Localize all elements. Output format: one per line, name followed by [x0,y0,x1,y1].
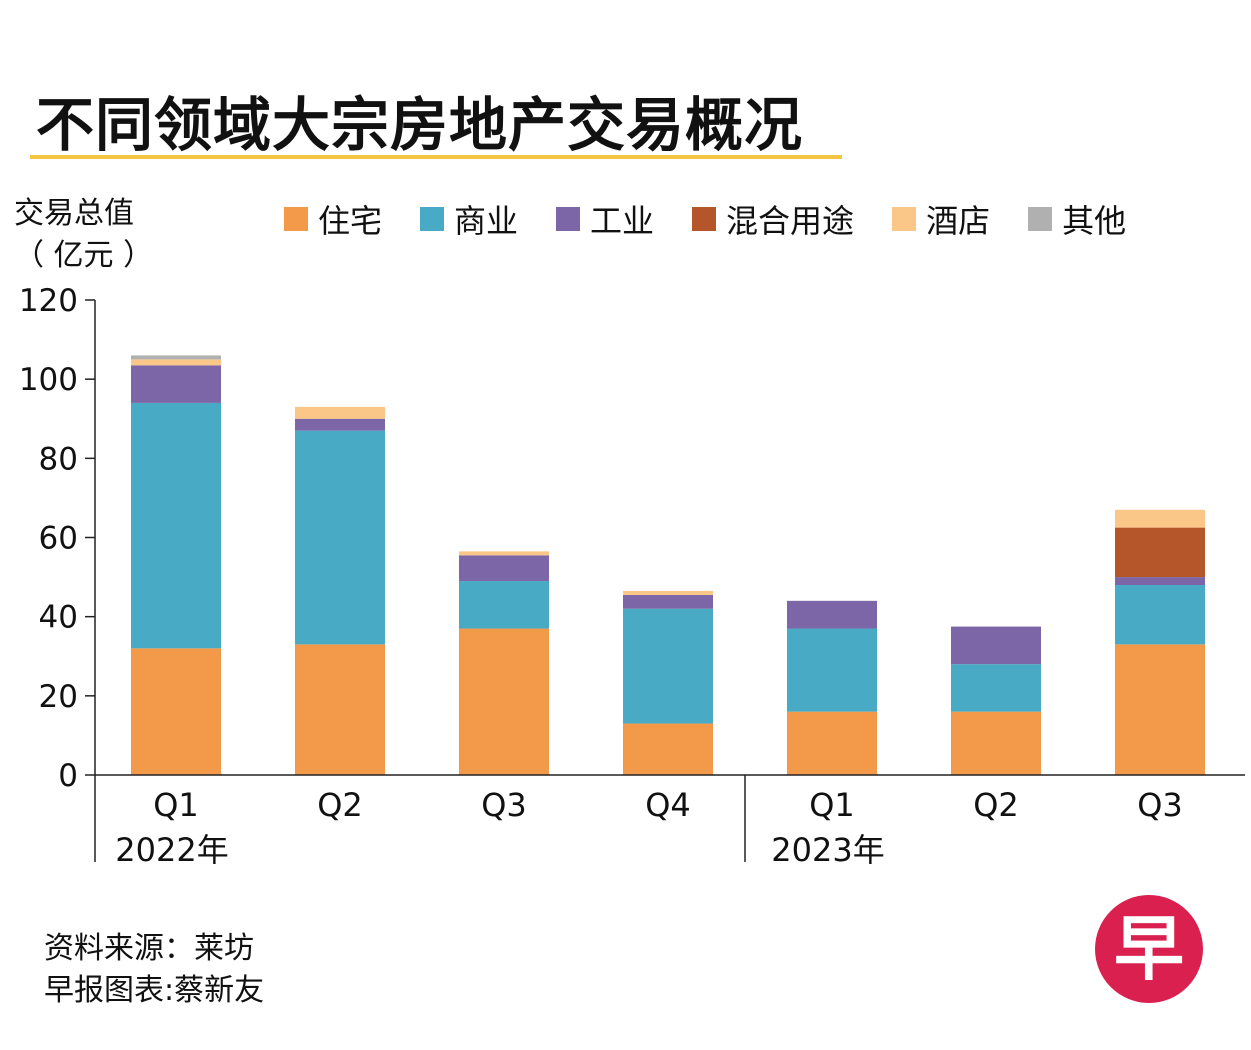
x-tick-label: Q3 [1137,786,1183,824]
source-line: 资料来源：莱坊 [44,931,254,966]
bar-segment [623,608,713,724]
zaobao-logo: 早 [1095,895,1203,1003]
bar-segment [1115,527,1205,578]
y-tick-label: 40 [39,600,78,636]
bar-segment [131,355,221,360]
bar-segment [131,648,221,775]
legend-swatch [892,207,917,231]
bar-segment [295,430,385,645]
bar-segment [295,406,385,419]
bar-segment [131,359,221,366]
logo-text: 早 [1114,907,1184,990]
x-tick-label: Q2 [973,786,1019,824]
x-tick-label: Q1 [809,786,855,824]
title-underline [30,155,842,159]
legend-item: 酒店 [892,196,990,242]
legend-label: 混合用途 [726,202,855,240]
legend-swatch [692,207,717,231]
bar-segment [951,711,1041,775]
credit-line: 早报图表:蔡新友 [44,973,265,1008]
y-axis-label-line2: （ 亿元 ） [14,238,154,273]
stacked-bar-chart: 0 20 40 60 80 100 120 Q1 Q2 Q3 Q4 Q1 Q2 Q3 2022年 2023年 [19,283,1245,869]
bar-segment [459,581,549,629]
bar-segment [131,402,221,649]
y-tick-label: 0 [58,758,78,794]
legend-label: 酒店 [926,202,991,240]
y-tick-label: 80 [39,441,78,477]
bar-segment [623,590,713,595]
bar-segment [459,628,549,775]
bar-segment [1115,644,1205,775]
bar-segment [623,723,713,775]
legend-label: 住宅 [318,202,383,240]
y-tick-label: 120 [19,283,78,319]
bar-segment [951,664,1041,712]
x-tick-label: Q3 [481,786,527,824]
legend-item: 工业 [556,196,654,242]
legend-swatch [556,207,581,231]
bar-segment [131,365,221,403]
legend-item: 混合用途 [692,196,854,242]
bar-segment [1115,509,1205,528]
bar-segment [623,594,713,609]
y-tick-label: 20 [39,679,78,715]
legend-label: 商业 [454,202,519,240]
bar-segment [1115,577,1205,585]
legend-item: 商业 [420,196,518,242]
legend: 住宅 商业 工业 混合用途 酒店 其他 [284,196,1164,242]
bar-segment [459,555,549,582]
bar-segment [295,418,385,431]
legend-swatch [420,207,445,231]
year-label: 2022年 [115,831,228,869]
bar-segment [1115,585,1205,645]
bar-segment [951,626,1041,665]
x-tick-label: Q4 [645,786,691,824]
chart-title: 不同领域大宗房地产交易概况 [36,91,804,159]
bar-segment [787,600,877,629]
x-tick-label: Q2 [317,786,363,824]
y-axis-label-line1: 交易总值 [14,196,134,231]
y-axis-label: 交易总值 （ 亿元 ） [14,193,153,277]
y-tick-label: 60 [39,521,78,557]
legend-item: 住宅 [284,196,382,242]
legend-swatch [284,207,308,231]
x-tick-label: Q1 [153,786,199,824]
y-tick-label: 100 [19,362,78,398]
bar-segment [787,628,877,712]
year-label: 2023年 [771,831,884,869]
source-credit: 资料来源：莱坊 早报图表:蔡新友 [44,928,264,1012]
bar-segment [295,644,385,775]
legend-label: 其他 [1062,202,1127,240]
bar-segment [459,551,549,556]
legend-label: 工业 [590,202,655,240]
legend-swatch [1028,207,1053,231]
legend-item: 其他 [1028,196,1126,242]
bar-segment [787,711,877,775]
